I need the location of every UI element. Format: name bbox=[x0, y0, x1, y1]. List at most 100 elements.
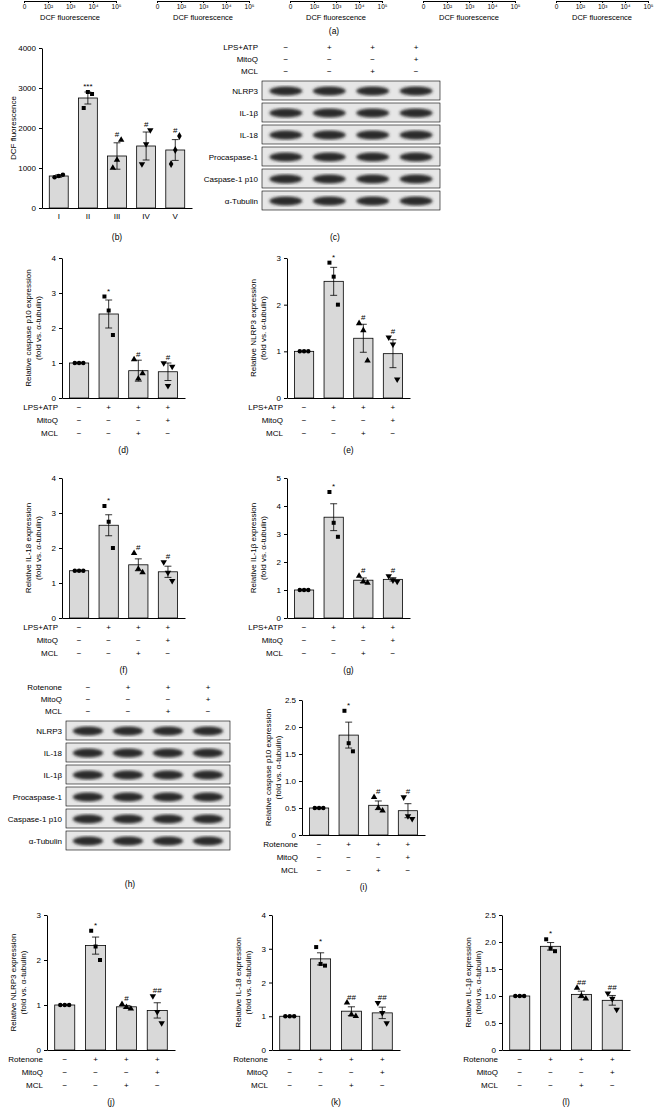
data-point bbox=[348, 1011, 354, 1017]
tick: 2 bbox=[37, 956, 47, 965]
condition-mark: − bbox=[302, 649, 307, 658]
panel-label: (e) bbox=[343, 445, 354, 455]
tick: 10³ bbox=[465, 1, 475, 10]
panel-label: (i) bbox=[360, 882, 368, 892]
data-point bbox=[336, 535, 340, 539]
tick-mark bbox=[299, 781, 302, 782]
error-bar bbox=[330, 267, 337, 295]
axis-line bbox=[48, 1050, 176, 1051]
error-cap bbox=[164, 380, 171, 381]
panel-label: (g) bbox=[343, 665, 354, 675]
tick-label: 2000 bbox=[18, 124, 36, 133]
condition-mark: + bbox=[136, 403, 141, 412]
flow-axis: 010²10³10⁴10⁵ bbox=[156, 1, 255, 10]
significance-mark: * bbox=[319, 937, 322, 946]
tick-label: 0 bbox=[52, 394, 57, 403]
tick-label: I bbox=[58, 212, 60, 221]
data-point bbox=[306, 588, 311, 593]
tick: 1 bbox=[277, 347, 287, 356]
blot-band bbox=[193, 837, 223, 846]
data-point bbox=[107, 520, 111, 524]
tick-label: 10³ bbox=[598, 3, 608, 10]
blot-band bbox=[73, 771, 103, 780]
data-point bbox=[394, 377, 400, 383]
condition-label: MitoQ bbox=[262, 416, 283, 425]
tick-label: 4 bbox=[262, 911, 267, 920]
tick: 10² bbox=[310, 1, 320, 10]
tick-mark bbox=[59, 548, 62, 549]
tick-label: 3 bbox=[52, 289, 57, 298]
condition-mark: + bbox=[414, 55, 419, 64]
condition-mark: + bbox=[391, 416, 396, 425]
tick: 0 bbox=[277, 614, 287, 623]
tick: 10⁵ bbox=[378, 1, 388, 10]
data-point bbox=[323, 964, 327, 968]
condition-mark: − bbox=[380, 1081, 385, 1090]
condition-mark: − bbox=[77, 429, 82, 438]
flow-axis: 010²10³10⁴10⁵ bbox=[23, 1, 122, 10]
error-cap bbox=[135, 558, 142, 559]
axis-title: DCF fluorescence bbox=[173, 13, 233, 22]
condition-mark: − bbox=[391, 649, 396, 658]
data-point bbox=[123, 1004, 129, 1010]
error-cap bbox=[379, 1007, 386, 1008]
axis-line bbox=[63, 618, 186, 619]
error-cap bbox=[404, 803, 411, 804]
condition-mark: − bbox=[62, 1068, 67, 1077]
tick: 4 bbox=[52, 474, 62, 483]
tick-mark bbox=[59, 478, 62, 479]
error-bar bbox=[389, 340, 396, 368]
band-label: NLRP3 bbox=[232, 87, 258, 96]
data-point bbox=[375, 804, 381, 810]
tick-mark bbox=[499, 915, 502, 916]
band-label: α-Tubulin bbox=[29, 837, 62, 846]
blot-band bbox=[269, 109, 302, 118]
tick-mark bbox=[499, 996, 502, 997]
data-point bbox=[98, 958, 102, 962]
condition-mark: − bbox=[86, 695, 91, 704]
tick: 1 bbox=[52, 579, 62, 588]
bar bbox=[372, 1013, 392, 1050]
condition-mark: − bbox=[406, 866, 411, 875]
axis-line bbox=[503, 1050, 631, 1051]
tick-mark bbox=[284, 534, 287, 535]
band-label: NLRP3 bbox=[36, 727, 62, 736]
blot-band bbox=[400, 87, 433, 96]
data-point bbox=[364, 357, 370, 363]
tick: 10³ bbox=[199, 1, 209, 10]
condition-mark: − bbox=[166, 649, 171, 658]
condition-label: MitoQ bbox=[262, 636, 283, 645]
condition-mark: + bbox=[93, 1055, 98, 1064]
blot-strip bbox=[66, 765, 230, 784]
plot-area bbox=[294, 490, 402, 618]
tick-mark bbox=[59, 328, 62, 329]
blot-band bbox=[313, 153, 346, 162]
y-axis: 01234 bbox=[262, 911, 273, 1055]
data-point bbox=[154, 1010, 160, 1016]
data-point bbox=[327, 490, 331, 494]
blot-band bbox=[113, 837, 143, 846]
blot-band bbox=[113, 727, 143, 736]
data-point bbox=[128, 1005, 134, 1011]
data-point bbox=[173, 146, 178, 154]
panel-label: (h) bbox=[125, 879, 136, 889]
tick: 2 bbox=[52, 324, 62, 333]
data-point bbox=[62, 1003, 67, 1008]
tick: 0 bbox=[262, 1046, 272, 1055]
condition-mark: − bbox=[391, 429, 396, 438]
error-cap bbox=[105, 300, 112, 301]
condition-mark: − bbox=[86, 683, 91, 692]
blot-strip bbox=[262, 147, 440, 166]
tick: 1000 bbox=[18, 164, 42, 173]
band-label: IL-1β bbox=[240, 109, 259, 118]
tick-label: 0 bbox=[277, 614, 282, 623]
data-point bbox=[613, 1008, 619, 1014]
tick-label: 1.5 bbox=[285, 750, 297, 759]
tick-label: 10² bbox=[44, 3, 54, 10]
bar bbox=[294, 590, 313, 618]
tick-label: 2.0 bbox=[285, 723, 297, 732]
tick-label: V bbox=[173, 212, 179, 221]
tick-label: 0 bbox=[262, 1046, 267, 1055]
axis-line bbox=[62, 259, 63, 399]
panel-label: (c) bbox=[330, 232, 340, 242]
